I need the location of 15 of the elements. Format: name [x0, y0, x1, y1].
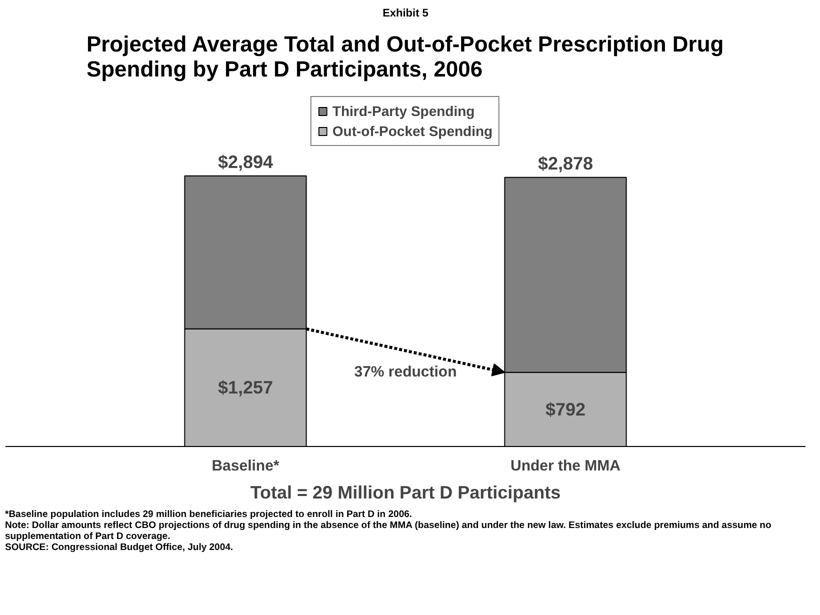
- chart-title: Projected Average Total and Out-of-Pocket Prescription Drug Spending by Part D Participants, 2006: [86, 32, 724, 82]
- annotation: 37% reduction: [354, 364, 457, 381]
- source-note: SOURCE: Congressional Budget Office, July 2004.: [5, 542, 234, 553]
- data-label: $792: [545, 399, 586, 420]
- x-tick-label: Baseline*: [212, 458, 280, 474]
- x-tick-label: Under the MMA: [510, 458, 621, 474]
- chart-subtitle: Exhibit 5: [382, 8, 428, 20]
- total-label: $2,894: [218, 152, 274, 172]
- total-label: $2,878: [538, 153, 594, 174]
- text: *Baseline population includes 29 million beneficiaries projected to enroll in Part D in 2006.: [5, 509, 412, 520]
- x-axis-title: Total = 29 Million Part D Participants: [250, 482, 561, 502]
- text: Note: Dollar amounts reflect CBO projections of drug spending in the absence of the MMA (baseline) and under the new law. Estimates exclude premiums and assume no supplementation of Part D coverage.: [5, 520, 772, 542]
- data-label: $1,257: [218, 378, 274, 398]
- legend-label: Third-Party Spending: [332, 103, 475, 119]
- legend-label: Out-of-Pocket Spending: [332, 123, 493, 139]
